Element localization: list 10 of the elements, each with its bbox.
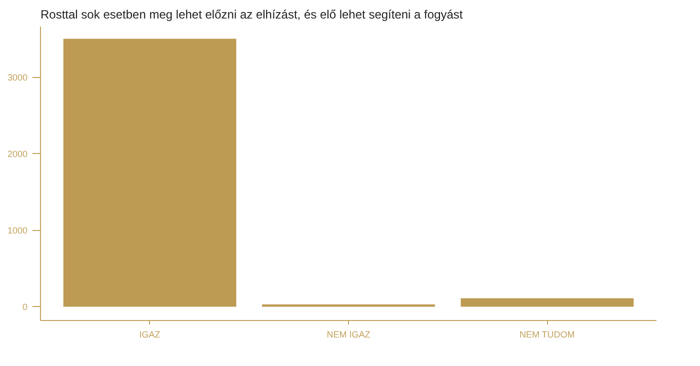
y-tick-label: 0 (22, 302, 28, 312)
y-tick-label: 3000 (7, 72, 28, 83)
chart-title: Rosttal sok esetben meg lehet előzni az elhízást, és elő lehet segíteni a fogyást (40, 8, 464, 22)
x-tick-label: NEM IGAZ (326, 330, 371, 340)
x-tick-label: IGAZ (139, 330, 161, 340)
bar (63, 38, 236, 307)
y-tick-label: 1000 (7, 226, 28, 236)
y-tick-label: 2000 (7, 149, 28, 160)
x-tick-label: NEM TUDOM (519, 330, 575, 340)
bar (460, 298, 634, 307)
